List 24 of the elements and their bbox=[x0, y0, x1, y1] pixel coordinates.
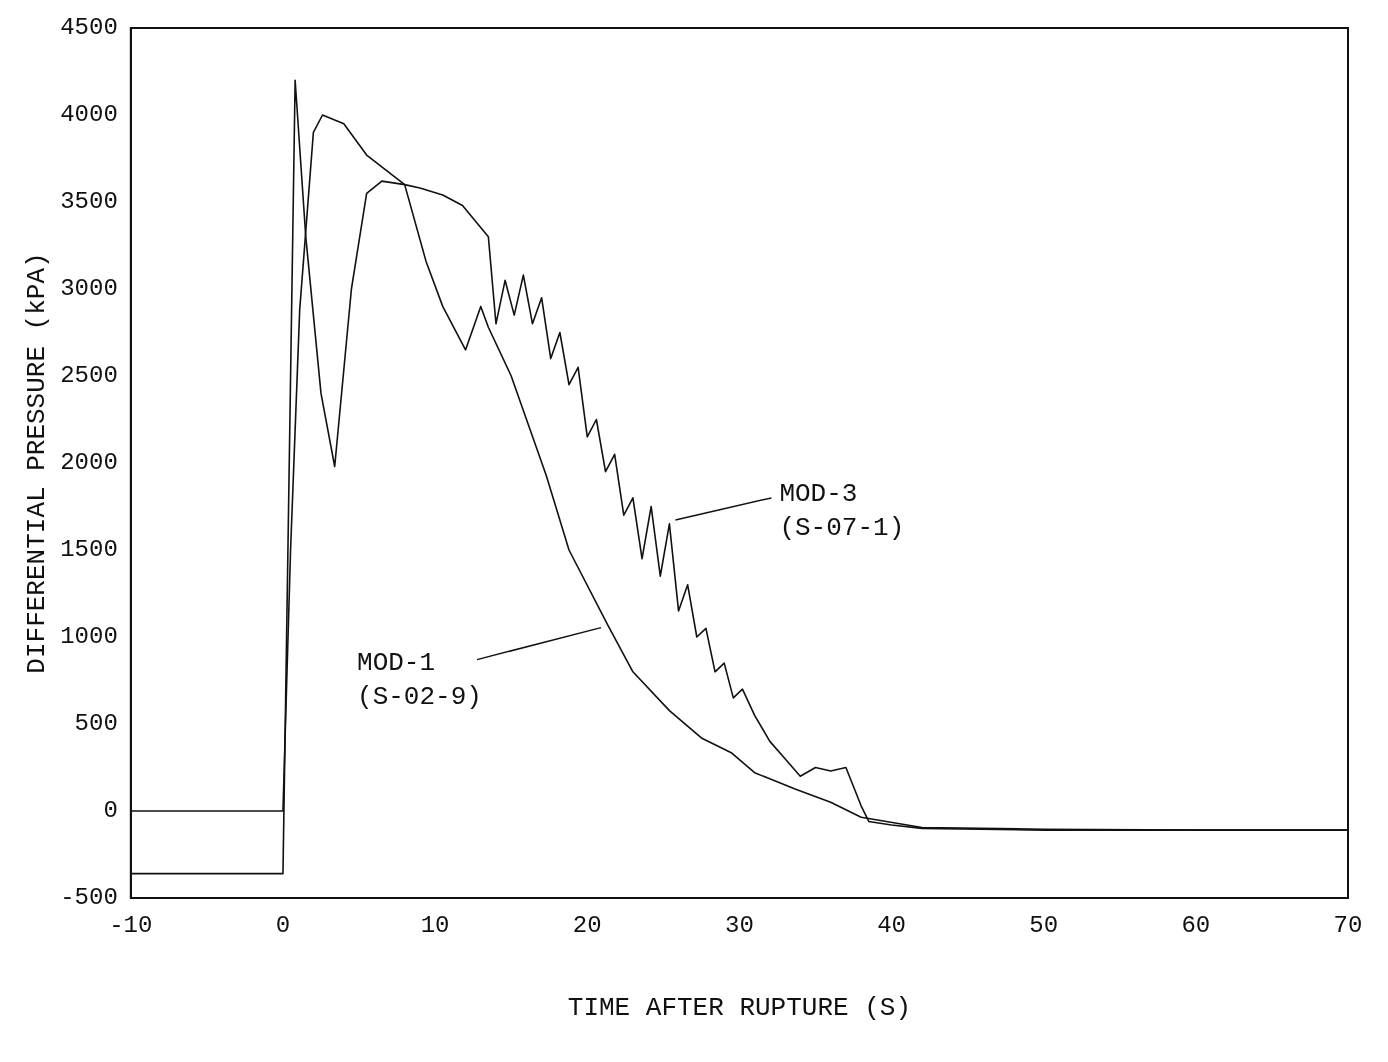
x-tick-label: 0 bbox=[275, 911, 291, 939]
y-tick-label: 1000 bbox=[60, 623, 118, 651]
y-tick-label: -500 bbox=[60, 884, 118, 912]
x-tick-label: 40 bbox=[877, 911, 906, 939]
x-tick-label: 10 bbox=[420, 911, 450, 939]
y-tick-label: 500 bbox=[74, 710, 118, 738]
x-axis-title: TIME AFTER RUPTURE (S) bbox=[567, 993, 912, 1024]
y-tick-label: 4000 bbox=[60, 101, 118, 129]
y-tick-label: 4500 bbox=[60, 14, 118, 42]
annotation: MOD-1 (S-02-9) bbox=[357, 648, 482, 713]
y-tick-label: 2000 bbox=[60, 449, 118, 477]
x-tick-label: 60 bbox=[1181, 911, 1211, 939]
x-tick-label: -10 bbox=[109, 911, 153, 939]
y-tick-label: 3000 bbox=[60, 275, 118, 303]
x-tick-label: 70 bbox=[1333, 911, 1363, 939]
x-tick-label: 50 bbox=[1029, 911, 1059, 939]
y-axis-title: DIFFERENTIAL PRESSURE (kPA) bbox=[22, 252, 53, 674]
x-tick-label: 30 bbox=[725, 911, 754, 939]
y-tick-label: 0 bbox=[103, 797, 118, 825]
y-tick-label: 1500 bbox=[60, 536, 118, 564]
annotation: MOD-3 (S-07-1) bbox=[779, 478, 905, 543]
y-tick-label: 2500 bbox=[60, 362, 118, 390]
x-tick-label: 20 bbox=[572, 911, 602, 939]
y-tick-label: 3500 bbox=[60, 188, 118, 216]
